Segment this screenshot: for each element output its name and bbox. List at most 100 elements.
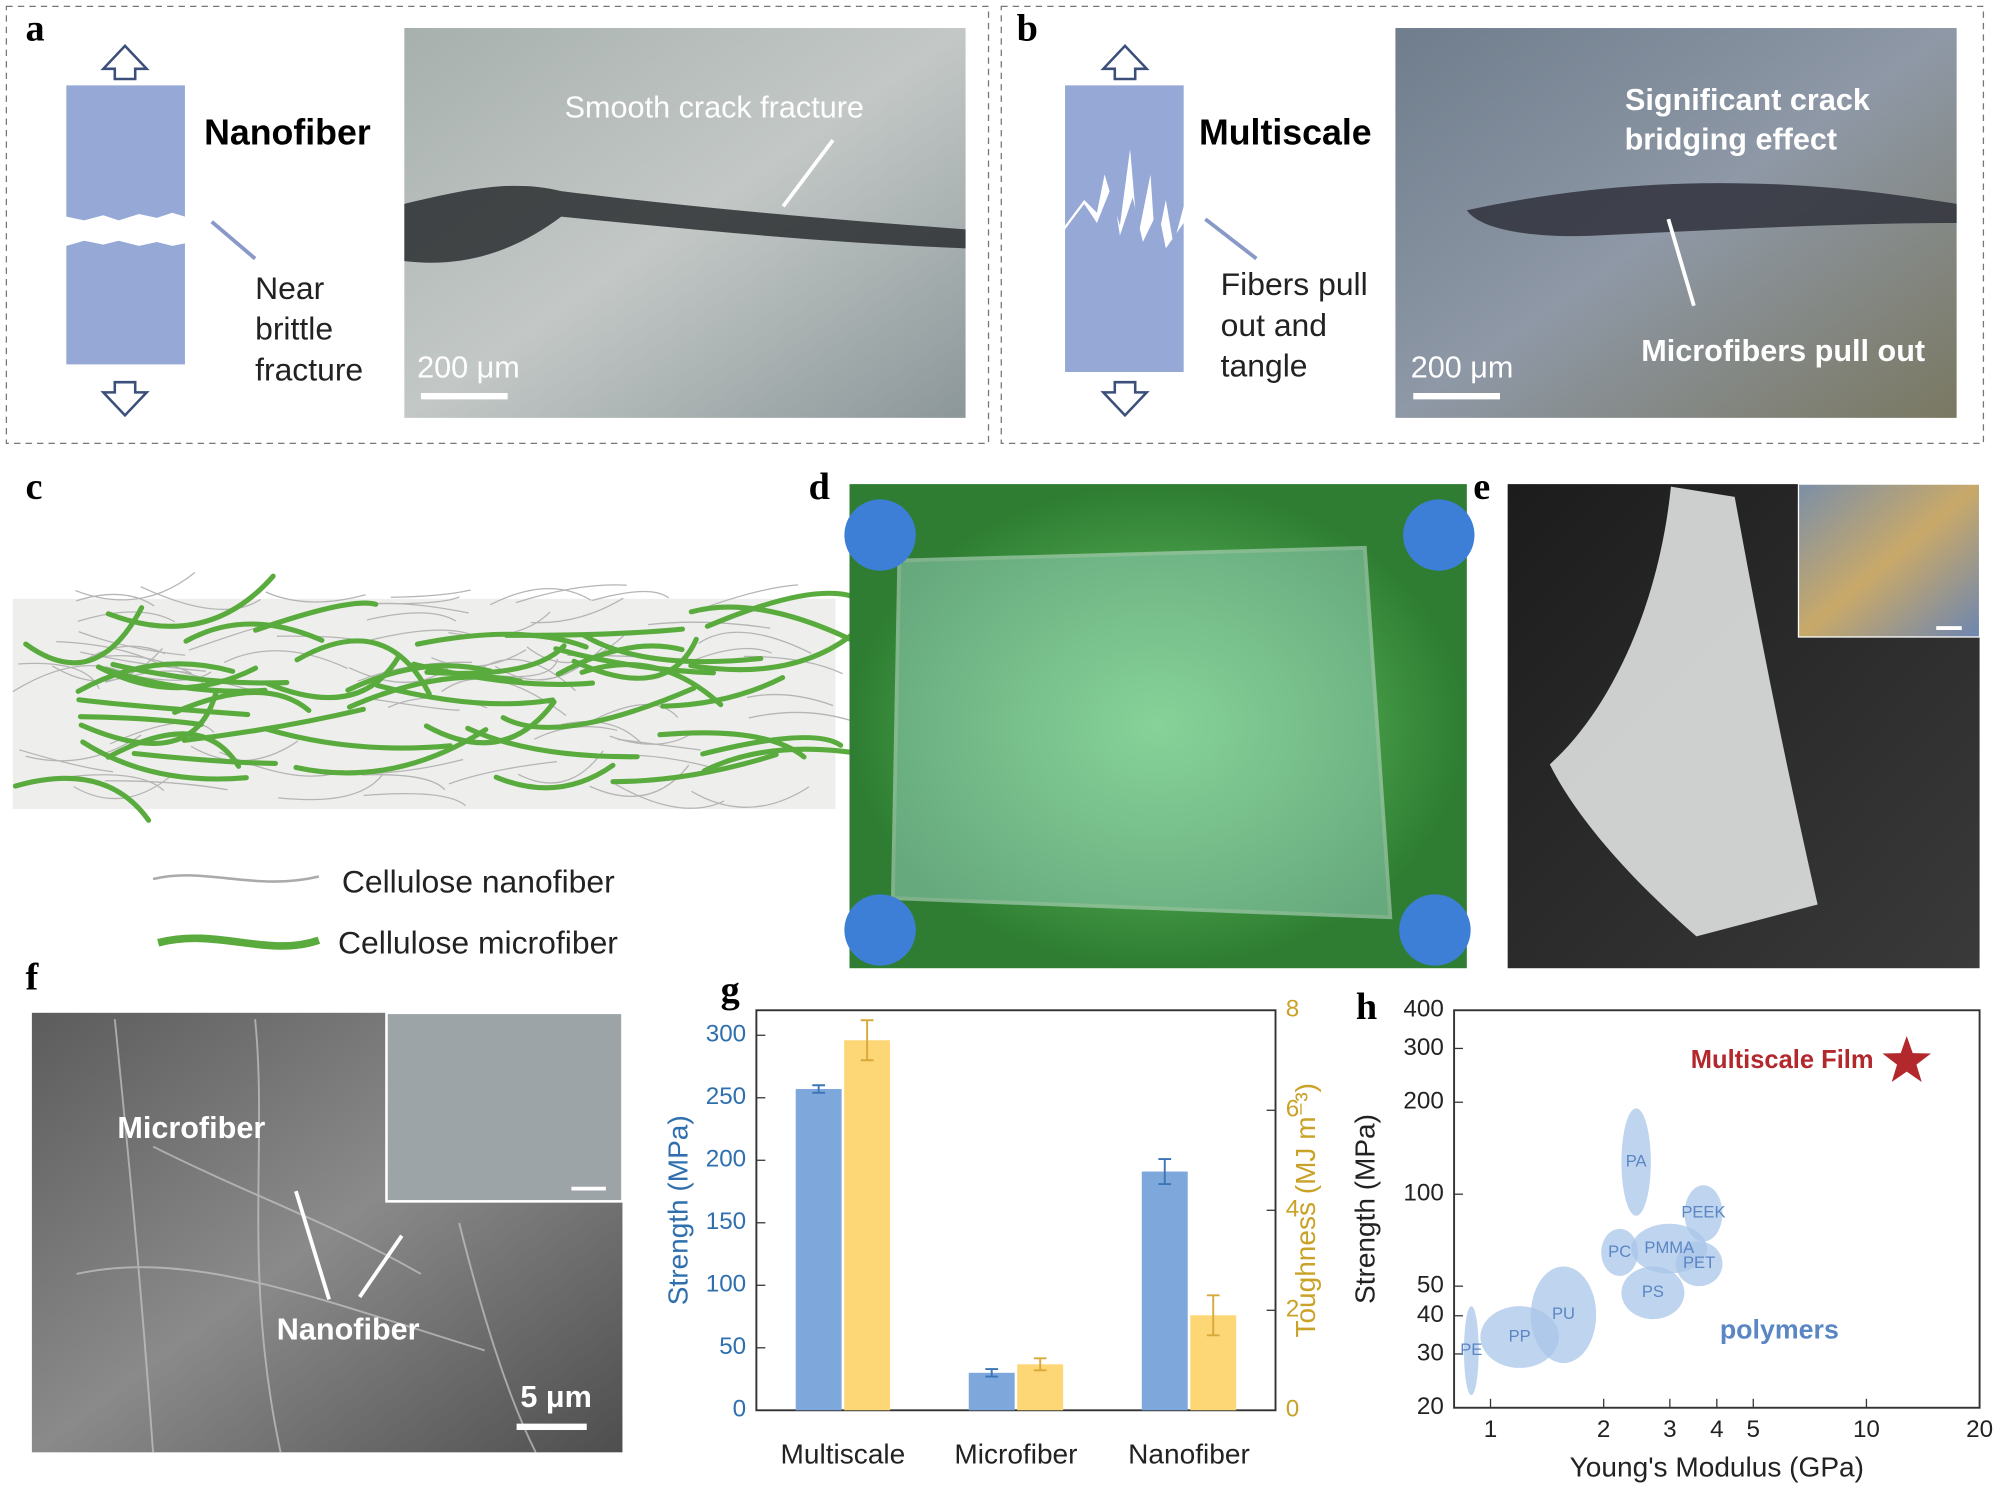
polymer-region — [1530, 1266, 1597, 1364]
y-tick-label: 200 — [1403, 1088, 1443, 1115]
scale-bar-label: 200 μm — [417, 351, 520, 385]
nanofiber — [490, 587, 592, 606]
sample-top — [1065, 85, 1184, 251]
y-tick-label: 150 — [706, 1208, 746, 1235]
x-tick-label: 2 — [1597, 1416, 1610, 1443]
microfiber — [414, 631, 589, 650]
fiber-network — [12, 572, 874, 823]
nanofiber — [448, 760, 558, 785]
region-label: PEEK — [1681, 1203, 1725, 1222]
glove — [1399, 894, 1471, 966]
arrow-down — [100, 380, 150, 418]
bar — [1141, 1171, 1188, 1411]
panel-title: Multiscale — [1199, 112, 1372, 152]
nanofiber — [19, 749, 114, 773]
microfiber — [346, 674, 523, 710]
note: out and — [1221, 307, 1327, 343]
nanofiber — [278, 774, 383, 801]
pointer — [210, 220, 257, 261]
region-label: PA — [1626, 1151, 1648, 1170]
polymer-region — [1463, 1306, 1479, 1396]
annotation: Microfiber — [117, 1111, 265, 1145]
nanofiber — [223, 650, 348, 670]
photo-caption: Significant crack — [1625, 83, 1871, 117]
polymer-region — [1621, 1266, 1685, 1320]
y-tick-label: 30 — [1417, 1339, 1444, 1366]
arrow-up — [1100, 44, 1150, 81]
nanofiber — [614, 783, 725, 809]
nanofiber — [364, 697, 460, 711]
microfiber — [704, 590, 857, 629]
inset — [1797, 483, 1981, 638]
arrow-down — [1100, 380, 1150, 418]
nanofiber — [12, 665, 122, 693]
region-label: PMMA — [1644, 1238, 1695, 1257]
microfiber — [263, 726, 453, 751]
y-tick-label: 50 — [1417, 1272, 1444, 1299]
nanofiber — [390, 589, 471, 598]
nanofiber — [361, 774, 446, 791]
microfiber — [80, 739, 249, 782]
microfiber — [700, 735, 844, 757]
polymer-region — [1684, 1185, 1723, 1242]
panel-title: Nanofiber — [204, 112, 371, 152]
panel-frame — [1000, 5, 1985, 444]
nanofiber — [75, 593, 155, 607]
microfiber — [77, 714, 204, 728]
bar — [1017, 1364, 1064, 1411]
legend-label: Cellulose nanofiber — [342, 864, 615, 900]
y-tick-label: 50 — [719, 1333, 746, 1360]
legend-label: Cellulose microfiber — [338, 925, 618, 961]
error-bar — [812, 1084, 826, 1094]
error-bar — [860, 1019, 874, 1062]
point-label: Multiscale Film — [1691, 1046, 1874, 1074]
nanofiber — [584, 703, 679, 726]
film — [1549, 486, 1818, 937]
panel-label: b — [1017, 8, 1038, 50]
nanofiber — [701, 584, 799, 610]
y-axis-label: Strength (MPa) — [1350, 1114, 1381, 1304]
star-marker — [1882, 1035, 1931, 1083]
x-tick-label: 4 — [1710, 1416, 1723, 1443]
photo-caption: Smooth crack fracture — [565, 91, 864, 125]
microfiber — [105, 731, 242, 769]
bar — [844, 1040, 891, 1411]
annotation: polymers — [1720, 1314, 1839, 1344]
bar — [795, 1089, 842, 1411]
nanofiber — [691, 786, 810, 808]
film — [890, 545, 1393, 920]
nanofiber — [72, 774, 165, 792]
microfiber — [183, 621, 325, 644]
microfiber — [23, 605, 145, 666]
note: fracture — [255, 351, 363, 387]
y-tick-label: 40 — [1417, 1301, 1444, 1328]
panel-label: h — [1356, 986, 1377, 1028]
crack — [404, 185, 966, 263]
y2-tick-label: 0 — [1286, 1396, 1299, 1423]
y2-tick-label: 8 — [1286, 996, 1299, 1023]
y-tick-label: 20 — [1417, 1393, 1444, 1420]
y2-axis-label: Toughness (MJ m⁻³) — [1290, 1083, 1321, 1338]
panel-label: d — [809, 466, 830, 508]
x-tick-label: 3 — [1663, 1416, 1676, 1443]
microfiber — [424, 643, 567, 676]
x-tick-label: 5 — [1747, 1416, 1760, 1443]
error-bar — [1158, 1158, 1172, 1185]
panel-label: f — [26, 957, 40, 999]
panel-label: g — [721, 969, 740, 1011]
y-tick-label: 300 — [706, 1021, 746, 1048]
photo-caption: Microfibers pull out — [1641, 334, 1925, 368]
crack — [1466, 183, 1957, 237]
nanofiber — [517, 750, 604, 784]
glove — [1403, 499, 1475, 571]
microfiber — [12, 775, 152, 823]
bar — [968, 1372, 1015, 1411]
inset — [385, 1011, 624, 1203]
legend-swatch — [152, 874, 320, 883]
microfiber — [465, 725, 640, 760]
nanofiber — [363, 793, 466, 807]
panel-label: c — [26, 466, 43, 508]
sample-bottom — [66, 240, 185, 365]
scale-bar-label: 5 μm — [520, 1380, 591, 1414]
